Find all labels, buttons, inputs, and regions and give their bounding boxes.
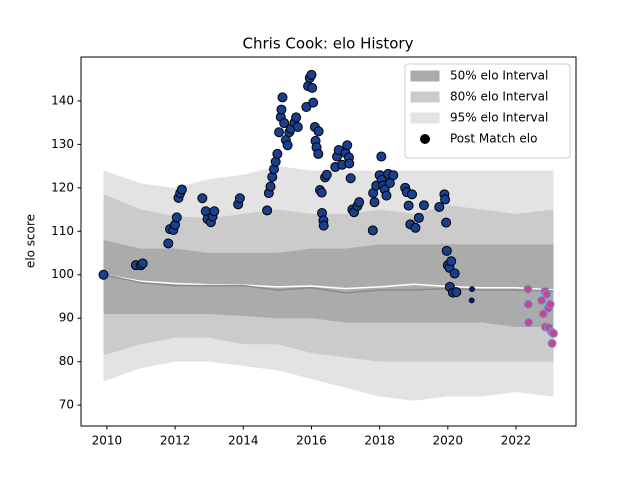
data-point xyxy=(354,197,365,208)
data-point xyxy=(388,170,399,181)
data-point xyxy=(277,92,288,103)
x-tick-label: 2010 xyxy=(92,434,123,448)
y-tick-label: 110 xyxy=(51,224,74,238)
data-point xyxy=(403,200,414,211)
x-tick-label: 2018 xyxy=(364,434,395,448)
x-tick-label: 2022 xyxy=(501,434,532,448)
data-point xyxy=(234,193,245,204)
y-axis-label: elo score xyxy=(24,214,38,268)
y-tick-label: 80 xyxy=(59,354,74,368)
plot-area xyxy=(98,69,558,401)
data-point xyxy=(407,189,418,200)
data-point xyxy=(137,258,148,269)
data-point xyxy=(171,212,182,223)
legend-swatch xyxy=(410,70,440,82)
y-tick-label: 140 xyxy=(51,93,74,107)
data-point xyxy=(292,121,303,132)
data-point xyxy=(274,127,285,138)
data-point xyxy=(321,169,332,180)
y-tick-label: 130 xyxy=(51,137,74,151)
data-point xyxy=(306,69,317,80)
axes-frame xyxy=(80,56,577,427)
data-point xyxy=(537,295,547,305)
data-point xyxy=(524,318,534,328)
data-point xyxy=(316,187,327,198)
data-point xyxy=(542,289,552,299)
data-point xyxy=(446,256,457,267)
data-point xyxy=(549,328,558,338)
data-point xyxy=(176,184,187,195)
data-point xyxy=(262,205,273,216)
data-point xyxy=(413,212,424,223)
data-point xyxy=(308,97,319,108)
data-point xyxy=(410,222,421,233)
legend-marker xyxy=(420,134,430,144)
data-point xyxy=(434,201,445,212)
data-point xyxy=(318,220,329,231)
interval-band xyxy=(103,239,554,327)
data-point xyxy=(98,269,109,280)
legend-label: 50% elo Interval xyxy=(450,69,548,83)
y-tick-label: 100 xyxy=(51,267,74,281)
legend-label: 80% elo Interval xyxy=(450,90,548,104)
data-point xyxy=(376,151,387,162)
data-point xyxy=(441,245,452,256)
data-point xyxy=(469,286,476,293)
data-point xyxy=(468,297,475,304)
data-point xyxy=(449,268,460,279)
legend: 50% elo Interval 80% elo Interval 95% elo … xyxy=(404,63,571,159)
y-tick-label: 70 xyxy=(59,398,74,412)
data-point xyxy=(313,148,324,159)
data-point xyxy=(342,140,353,151)
data-point xyxy=(265,181,276,192)
data-point xyxy=(538,309,548,319)
y-tick-label: 90 xyxy=(59,311,74,325)
legend-label: Post Match elo xyxy=(450,132,537,146)
data-point xyxy=(441,217,452,228)
data-point xyxy=(276,104,287,115)
data-point xyxy=(547,338,557,348)
data-point xyxy=(440,194,451,205)
data-point xyxy=(279,118,290,129)
data-point xyxy=(381,190,392,201)
data-point xyxy=(313,126,324,137)
y-tick-label: 120 xyxy=(51,180,74,194)
data-point xyxy=(523,284,533,294)
trend-line xyxy=(103,274,554,294)
legend-box xyxy=(404,63,571,159)
data-point xyxy=(369,197,380,208)
chart-title: Chris Cook: elo History xyxy=(243,35,414,53)
x-tick-label: 2016 xyxy=(296,434,327,448)
x-tick-label: 2012 xyxy=(160,434,191,448)
data-point xyxy=(272,148,283,159)
x-tick-label: 2020 xyxy=(433,434,464,448)
data-point xyxy=(451,287,462,298)
x-tick-label: 2014 xyxy=(228,434,259,448)
data-point xyxy=(282,140,293,151)
legend-swatch xyxy=(410,112,440,124)
legend-swatch xyxy=(410,91,440,103)
data-point xyxy=(344,158,355,169)
data-point xyxy=(197,193,208,204)
data-point xyxy=(345,173,356,184)
data-point xyxy=(209,206,220,217)
data-point xyxy=(291,112,302,123)
data-point xyxy=(545,299,555,309)
legend-label: 95% elo Interval xyxy=(450,111,548,125)
data-point xyxy=(307,82,318,93)
data-point xyxy=(523,299,533,309)
trend-line xyxy=(103,274,554,291)
data-point xyxy=(163,238,174,249)
data-point xyxy=(367,225,378,236)
data-point xyxy=(418,200,429,211)
